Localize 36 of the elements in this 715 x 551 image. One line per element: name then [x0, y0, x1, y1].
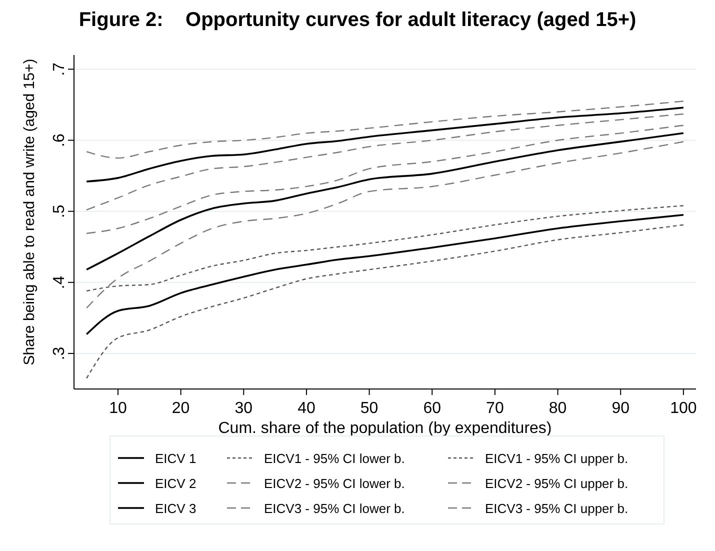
- y-tick-label: .3: [51, 346, 68, 360]
- y-tick-label: .6: [51, 134, 68, 147]
- y-tick-label: .4: [51, 276, 68, 290]
- legend-label: EICV1 - 95% CI upper b.: [485, 451, 628, 466]
- legend-label: EICV3 - 95% CI upper b.: [485, 501, 628, 516]
- line-series: [86, 214, 684, 336]
- x-tick-label: 100: [670, 400, 697, 417]
- x-tick-label: 20: [172, 400, 190, 417]
- x-tick-label: 70: [486, 400, 504, 417]
- x-axis-title: Cum. share of the population (by expenditures): [218, 420, 552, 437]
- y-axis-title: Share being able to read and write (aged 15+): [21, 58, 38, 366]
- legend-label: EICV 1: [155, 451, 196, 466]
- y-tick-label: .7: [51, 62, 68, 76]
- legend-label: EICV1 - 95% CI lower b.: [264, 451, 405, 466]
- line-series: [86, 124, 684, 234]
- legend-label: EICV2 - 95% CI upper b.: [485, 476, 628, 491]
- x-tick-label: 10: [109, 400, 127, 417]
- x-tick-label: 40: [298, 400, 316, 417]
- legend-label: EICV 2: [155, 476, 196, 491]
- x-tick-label: 80: [548, 400, 567, 417]
- line-series: [86, 100, 684, 159]
- line-series: [86, 205, 684, 292]
- x-tick-label: 50: [360, 400, 378, 417]
- y-tick-label: .5: [51, 204, 68, 218]
- line-series: [86, 113, 684, 211]
- line-series: [86, 132, 684, 271]
- legend-label: EICV3 - 95% CI lower b.: [264, 501, 405, 516]
- line-series: [86, 106, 684, 182]
- x-tick-label: 30: [234, 400, 253, 417]
- legend-label: EICV 3: [155, 501, 196, 516]
- legend-label: EICV2 - 95% CI lower b.: [264, 476, 405, 491]
- x-tick-label: 60: [423, 400, 442, 417]
- x-tick-label: 90: [612, 400, 630, 417]
- line-series: [86, 224, 684, 379]
- line-series: [86, 141, 684, 309]
- chart-title: Figure 2: Opportunity curves for adult literacy (aged 15+): [78, 9, 636, 31]
